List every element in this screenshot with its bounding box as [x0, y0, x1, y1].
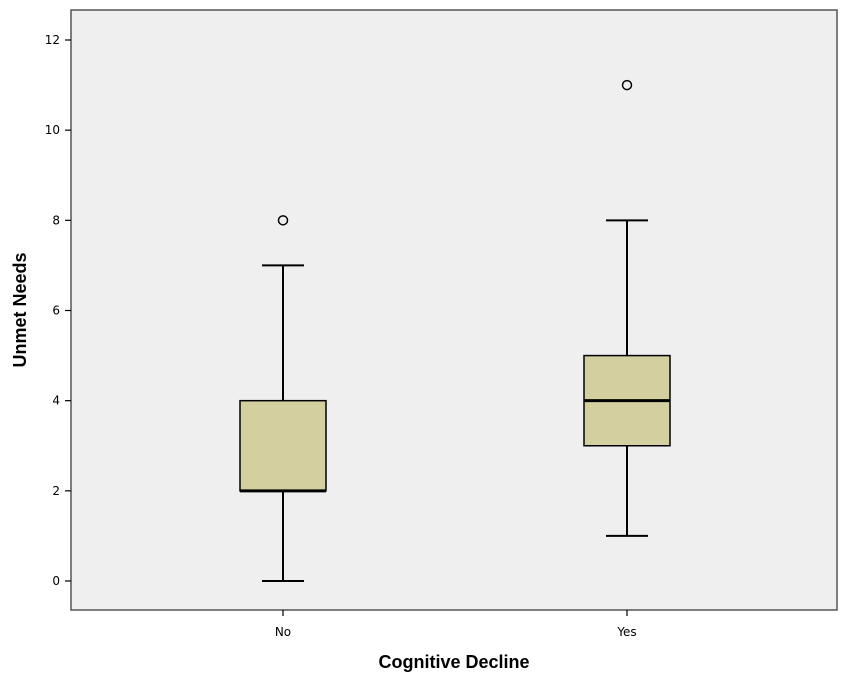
- x-axis: No Yes: [275, 610, 637, 639]
- y-tick-label-2: 2: [52, 484, 60, 498]
- outlier-point: [621, 79, 633, 91]
- y-tick-label-12: 12: [45, 33, 60, 47]
- box-iqr: [239, 399, 327, 492]
- boxes: [239, 79, 671, 582]
- y-tick-label-8: 8: [52, 213, 60, 227]
- plot-area: [70, 9, 838, 611]
- outlier-point: [277, 215, 289, 226]
- x-tick-label-Yes: Yes: [616, 625, 636, 639]
- x-tick-label-No: No: [275, 625, 291, 639]
- y-tick-label-0: 0: [52, 574, 60, 588]
- x-axis-title: Cognitive Decline: [378, 652, 529, 672]
- box-No: [239, 215, 327, 582]
- y-axis-title: Unmet Needs: [10, 252, 30, 367]
- y-tick-label-6: 6: [52, 304, 60, 318]
- y-axis: 0 2 4 6 8 10 12: [45, 33, 71, 588]
- y-tick-label-4: 4: [52, 394, 60, 408]
- box-Yes: [583, 79, 671, 537]
- y-tick-label-10: 10: [45, 123, 60, 137]
